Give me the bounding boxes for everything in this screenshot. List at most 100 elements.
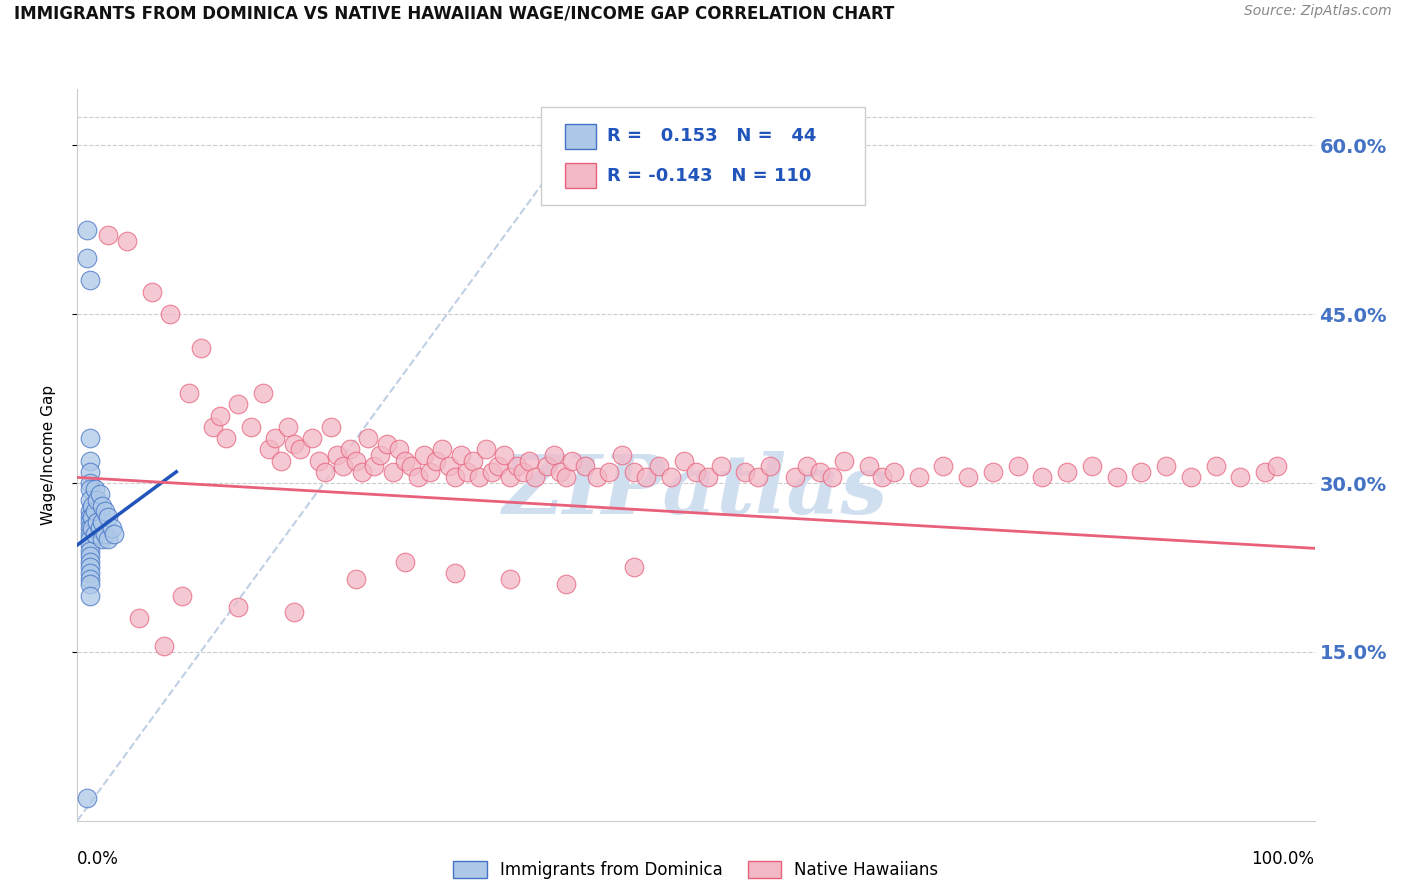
Point [586,470,609,484]
Point [648,459,671,474]
Point [190,341,212,355]
Point [339,442,361,457]
Point [432,442,454,457]
Point [1267,459,1289,474]
Point [1154,459,1177,474]
Point [388,442,411,457]
Point [89,487,111,501]
Point [79,560,101,574]
Point [91,499,114,513]
Text: ZIPatlas: ZIPatlas [503,451,889,532]
Point [89,521,111,535]
Point [215,431,238,445]
Point [747,470,769,484]
Point [1130,465,1153,479]
Point [79,577,101,591]
Text: 100.0%: 100.0% [1251,850,1315,868]
Point [86,516,108,530]
Point [79,555,101,569]
Point [981,465,1004,479]
Point [79,521,101,535]
Point [505,459,527,474]
Point [288,442,311,457]
Point [659,470,682,484]
Point [623,465,645,479]
Point [494,448,516,462]
Point [834,453,856,467]
Point [555,577,578,591]
Point [83,504,105,518]
Point [91,533,114,547]
Point [86,492,108,507]
Point [610,448,633,462]
Point [524,470,547,484]
Point [264,431,287,445]
Point [463,453,485,467]
Point [332,459,354,474]
Point [344,453,367,467]
Point [486,459,509,474]
Point [957,470,980,484]
Point [907,470,929,484]
Point [239,419,262,434]
Point [548,465,571,479]
Point [79,538,101,552]
Point [375,436,398,450]
Point [363,459,385,474]
Point [412,448,434,462]
Point [326,448,349,462]
Point [82,521,104,535]
Point [394,555,416,569]
Point [83,482,105,496]
Point [83,526,105,541]
Point [91,516,114,530]
Point [93,504,115,518]
Point [406,470,429,484]
Point [425,453,447,467]
Point [79,476,101,491]
Point [870,470,893,484]
Point [623,560,645,574]
Point [555,470,578,484]
Point [512,465,534,479]
Point [783,470,806,484]
Point [468,470,491,484]
Point [481,465,503,479]
Point [79,549,101,564]
Point [672,453,695,467]
Point [314,465,336,479]
Point [1105,470,1128,484]
Point [79,533,101,547]
Point [76,223,98,237]
Point [808,465,831,479]
Text: R =   0.153   N =   44: R = 0.153 N = 44 [607,128,817,145]
Point [636,470,658,484]
Point [277,419,299,434]
Point [76,251,98,265]
Point [79,492,101,507]
Point [443,566,465,580]
Point [128,611,150,625]
Point [252,386,274,401]
Y-axis label: Wage/Income Gap: Wage/Income Gap [42,384,56,525]
Point [350,465,373,479]
Point [208,409,231,423]
Text: R = -0.143   N = 110: R = -0.143 N = 110 [607,167,811,185]
Point [79,431,101,445]
Text: IMMIGRANTS FROM DOMINICA VS NATIVE HAWAIIAN WAGE/INCOME GAP CORRELATION CHART: IMMIGRANTS FROM DOMINICA VS NATIVE HAWAI… [14,4,894,22]
Point [1205,459,1227,474]
Point [76,791,98,805]
Point [79,273,101,287]
Point [283,436,305,450]
Point [543,448,565,462]
Point [1031,470,1053,484]
Point [1254,465,1277,479]
Point [450,448,472,462]
Point [177,386,200,401]
Point [1229,470,1251,484]
Text: Source: ZipAtlas.com: Source: ZipAtlas.com [1244,4,1392,19]
Point [79,453,101,467]
Point [536,459,558,474]
Point [283,606,305,620]
Point [97,509,120,524]
